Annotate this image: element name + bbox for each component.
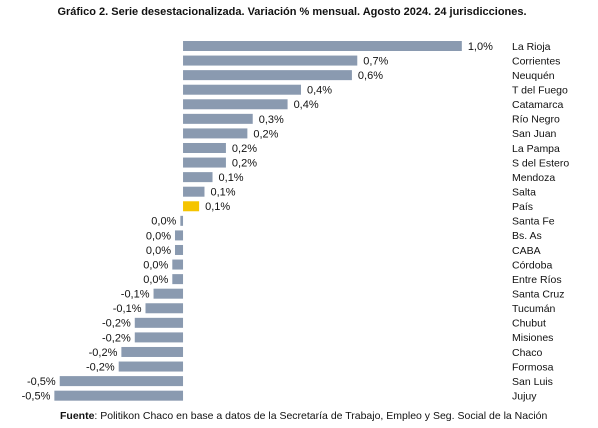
- value-label: -0,1%: [121, 289, 150, 301]
- category-label: CABA: [512, 245, 541, 257]
- bar: [134, 332, 184, 343]
- category-label: Mendoza: [512, 172, 555, 184]
- bar: [118, 361, 184, 372]
- bar: [183, 142, 226, 153]
- value-label: -0,1%: [113, 303, 142, 315]
- value-label: 0,0%: [143, 274, 168, 286]
- category-label: Bs. As: [512, 230, 542, 242]
- category-label: Salta: [512, 186, 536, 198]
- category-label: País: [512, 201, 533, 213]
- value-label: 0,0%: [143, 259, 168, 271]
- bar: [183, 172, 213, 183]
- category-label: Neuquén: [512, 70, 555, 82]
- source-text: : Politikon Chaco en base a datos de la …: [94, 410, 547, 422]
- category-label: S del Estero: [512, 157, 569, 169]
- value-label: 0,1%: [219, 172, 244, 184]
- category-label: La Pampa: [512, 143, 560, 155]
- value-label: 0,2%: [253, 128, 278, 140]
- category-label: Río Negro: [512, 114, 560, 126]
- value-label: -0,5%: [27, 376, 56, 388]
- value-label: 0,0%: [146, 230, 171, 242]
- value-label: -0,2%: [89, 347, 118, 359]
- category-label: Entre Ríos: [512, 274, 562, 286]
- chart-title: Gráfico 2. Serie desestacionalizada. Var…: [57, 6, 526, 18]
- category-label: Tucumán: [512, 303, 556, 315]
- bar: [174, 230, 184, 241]
- category-label: San Juan: [512, 128, 557, 140]
- bar: [183, 128, 248, 139]
- value-label: 1,0%: [468, 41, 493, 53]
- category-label: Misiones: [512, 332, 553, 344]
- bar: [183, 113, 253, 124]
- source: Fuente: Politikon Chaco en base a datos …: [60, 410, 548, 422]
- bar: [54, 390, 184, 401]
- bar: [145, 303, 184, 314]
- category-label: Formosa: [512, 361, 554, 373]
- value-label: 0,2%: [232, 143, 257, 155]
- category-label: Chaco: [512, 347, 543, 359]
- category-label: Jujuy: [512, 390, 537, 402]
- category-label: La Rioja: [512, 41, 551, 53]
- bar: [183, 70, 352, 81]
- bar: [172, 274, 184, 285]
- value-label: 0,1%: [210, 187, 235, 199]
- bar: [183, 201, 200, 212]
- category-label: Catamarca: [512, 99, 564, 111]
- value-label: 0,0%: [146, 245, 171, 257]
- category-label: Chubut: [512, 318, 546, 330]
- value-label: 0,0%: [151, 216, 176, 228]
- source-label: Fuente: [60, 410, 95, 422]
- bar: [183, 99, 288, 110]
- bar: [183, 186, 205, 197]
- bar: [172, 259, 184, 270]
- category-label: Santa Cruz: [512, 288, 565, 300]
- category-label: Córdoba: [512, 259, 552, 271]
- bar: [183, 41, 462, 51]
- bar: [121, 346, 184, 357]
- bar: [134, 317, 184, 328]
- category-label: Corrientes: [512, 55, 560, 67]
- bar: [59, 376, 184, 387]
- value-label: 0,3%: [259, 114, 284, 126]
- value-label: 0,1%: [205, 201, 230, 213]
- category-label: T del Fuego: [512, 84, 568, 96]
- value-label: 0,7%: [363, 55, 388, 67]
- bar: [183, 84, 301, 95]
- bar: [183, 55, 358, 66]
- value-label: -0,5%: [22, 391, 51, 403]
- value-label: -0,2%: [86, 361, 115, 373]
- bar: [153, 288, 184, 299]
- value-label: -0,2%: [102, 332, 131, 344]
- bar: [174, 244, 184, 255]
- value-label: 0,6%: [358, 70, 383, 82]
- category-label: Santa Fe: [512, 216, 555, 228]
- value-label: -0,2%: [102, 318, 131, 330]
- value-label: 0,4%: [307, 85, 332, 97]
- value-label: 0,4%: [294, 99, 319, 111]
- bar: [180, 215, 184, 226]
- category-label: San Luis: [512, 376, 553, 388]
- value-label: 0,2%: [232, 157, 257, 169]
- bar: [183, 157, 226, 168]
